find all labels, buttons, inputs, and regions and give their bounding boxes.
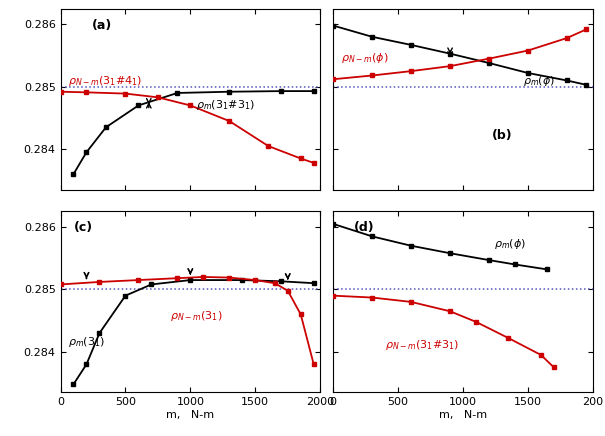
Text: $\rho_m(3_1\#3_1)$: $\rho_m(3_1\#3_1)$ bbox=[195, 98, 255, 112]
Text: (b): (b) bbox=[492, 129, 512, 142]
Text: $\rho_m(\phi)$: $\rho_m(\phi)$ bbox=[494, 237, 526, 251]
Text: $\rho_{N-m}(\phi)$: $\rho_{N-m}(\phi)$ bbox=[341, 51, 388, 65]
Text: (a): (a) bbox=[92, 19, 112, 32]
Text: (d): (d) bbox=[354, 221, 374, 234]
Text: (c): (c) bbox=[74, 221, 93, 234]
Text: $\rho_{N-m}(3_1\#4_1)$: $\rho_{N-m}(3_1\#4_1)$ bbox=[68, 74, 143, 88]
Text: $\rho_{N-m}(3_1\#3_1)$: $\rho_{N-m}(3_1\#3_1)$ bbox=[385, 338, 459, 352]
X-axis label: m,   N-m: m, N-m bbox=[166, 410, 214, 420]
X-axis label: m,   N-m: m, N-m bbox=[439, 410, 487, 420]
Text: $\rho_m(3_1)$: $\rho_m(3_1)$ bbox=[68, 335, 105, 349]
Text: $\rho_m(\phi)$: $\rho_m(\phi)$ bbox=[523, 74, 555, 88]
Text: $\rho_{N-m}(3_1)$: $\rho_{N-m}(3_1)$ bbox=[169, 310, 222, 324]
